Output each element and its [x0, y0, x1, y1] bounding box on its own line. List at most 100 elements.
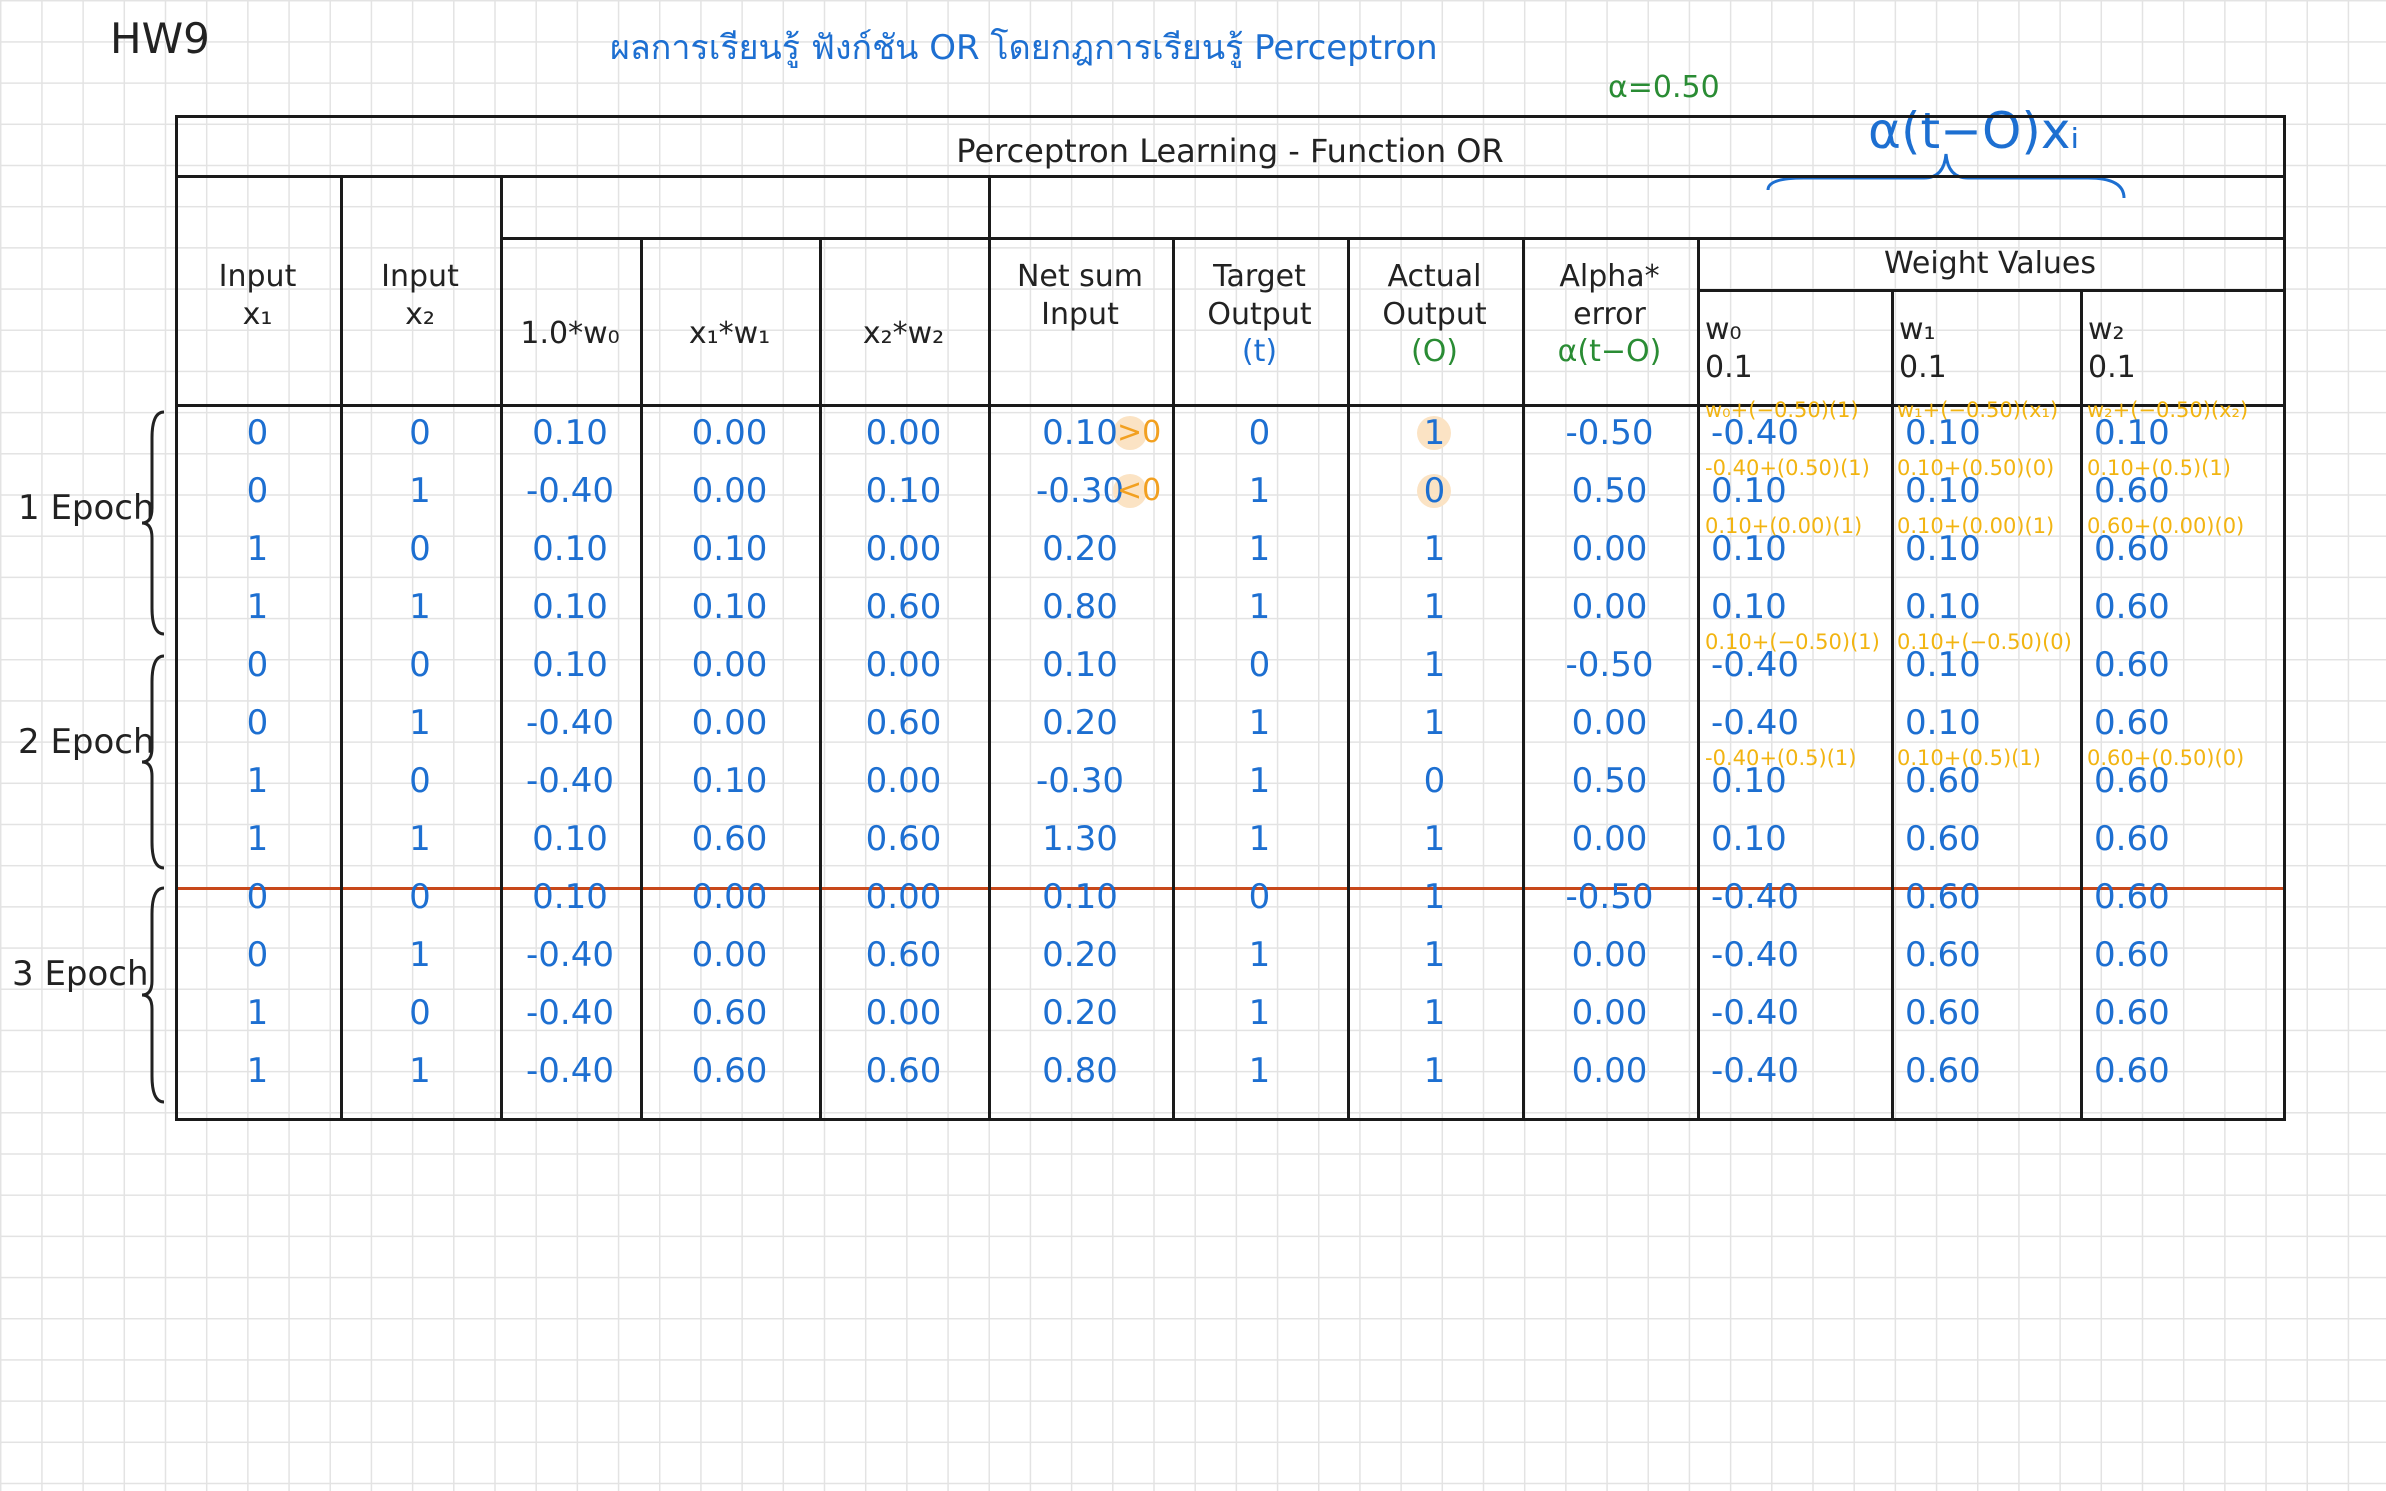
- cell-p2: 0.00: [865, 761, 942, 801]
- header-bottom-border: [175, 404, 2285, 407]
- cell-p2: 0.00: [865, 413, 942, 453]
- cell-w2: 0.60: [2094, 993, 2170, 1033]
- cell-p0: 0.10: [532, 877, 608, 917]
- table-row: 0 0 0.10 0.00 0.00 0.10 0 1 -0.50 -0.40 0.10 0.60 0.…: [175, 630, 2285, 694]
- cell-p0: -0.40: [526, 761, 614, 801]
- cell-o: 1: [1423, 935, 1446, 975]
- cell-x1: 0: [246, 645, 269, 685]
- cell-w2: 0.60: [2094, 935, 2170, 975]
- col-border-10: [1891, 289, 1894, 1121]
- cell-w1: 0.10: [1905, 703, 1981, 743]
- col-border-0: [175, 115, 178, 1121]
- cell-p2: 0.10: [865, 471, 942, 511]
- epoch-label-1: 1 Epoch: [18, 488, 155, 528]
- cell-w2: 0.60: [2094, 703, 2170, 743]
- table-row: 1 1 0.10 0.10 0.60 0.80 1 1 0.00 0.10 0.10 0.60: [175, 578, 2285, 636]
- cell-w2: 0.10: [2094, 413, 2170, 453]
- cell-x2: 1: [409, 819, 431, 859]
- cell-err: 0.00: [1571, 1051, 1648, 1091]
- weight-calc-note: 0.60+(0.00)(0): [2087, 514, 2245, 538]
- weight-calc-note: -0.40+(0.50)(1): [1705, 456, 1870, 480]
- cell-net: 0.80: [1042, 1051, 1118, 1091]
- cell-o: 1: [1423, 819, 1446, 859]
- cell-p2: 0.60: [865, 819, 942, 859]
- cell-p2: 0.00: [865, 529, 942, 569]
- col-border-5: [988, 175, 991, 1121]
- col-border-4: [819, 237, 822, 1121]
- formula-brace-icon: [1766, 153, 2126, 199]
- actual-output-highlight: [1417, 416, 1451, 450]
- cell-err: 0.50: [1571, 471, 1648, 511]
- cell-net: 0.20: [1042, 935, 1118, 975]
- cell-p1: 0.10: [691, 761, 768, 801]
- cell-p0: 0.10: [532, 529, 608, 569]
- weight-calc-note: 0.10+(0.5)(1): [1897, 746, 2041, 770]
- cell-x1: 0: [246, 877, 269, 917]
- cell-p1: 0.10: [691, 529, 768, 569]
- header-input-x1: Input x₁: [218, 259, 297, 332]
- col-border-1: [340, 175, 343, 1121]
- cell-p1: 0.00: [691, 471, 768, 511]
- cell-w1: 0.60: [1905, 819, 1981, 859]
- weight-update-formula: α(t−O)xᵢ: [1868, 102, 2080, 160]
- cell-t: 0: [1248, 413, 1271, 453]
- cell-w1: 0.10: [1905, 529, 1981, 569]
- cell-w1: 0.60: [1905, 935, 1981, 975]
- cell-p0: 0.10: [532, 819, 608, 859]
- cell-w2: 0.60: [2094, 529, 2170, 569]
- cell-p1: 0.60: [691, 993, 768, 1033]
- cell-t: 1: [1248, 703, 1271, 743]
- cell-net: 1.30: [1042, 819, 1118, 859]
- cell-p2: 0.60: [865, 935, 942, 975]
- header-net-sum: Net sum Input: [1016, 259, 1144, 332]
- cell-p2: 0.60: [865, 587, 942, 627]
- col-border-3: [640, 237, 643, 1121]
- cell-w1: 0.10: [1905, 587, 1981, 627]
- bias-group-divider: [500, 237, 988, 240]
- actual-output-highlight: [1417, 474, 1451, 508]
- cell-p1: 0.60: [691, 1051, 768, 1091]
- cell-err: -0.50: [1565, 413, 1654, 453]
- cell-x2: 1: [409, 1051, 431, 1091]
- cell-w0: -0.40: [1711, 993, 1799, 1033]
- cell-net: 0.20: [1042, 993, 1118, 1033]
- cell-x1: 0: [246, 471, 269, 511]
- cell-p0: -0.40: [526, 703, 614, 743]
- net-sum-highlight: [1113, 416, 1147, 450]
- cell-t: 1: [1248, 529, 1271, 569]
- net-sum-highlight: [1113, 474, 1147, 508]
- header-w1: w₁ 0.1: [1899, 312, 1947, 385]
- cell-p0: -0.40: [526, 993, 614, 1033]
- weights-group-divider: [1697, 289, 2283, 292]
- header-w2: w₂ 0.1: [2088, 312, 2136, 385]
- header-alpha-error: Alpha* error α(t−O): [1557, 259, 1662, 369]
- col-border-7: [1347, 237, 1350, 1121]
- cell-x1: 1: [246, 761, 269, 801]
- cell-x2: 0: [409, 877, 431, 917]
- weight-calc-note: w₂+(−0.50)(x₂): [2087, 398, 2249, 422]
- table-row: 0 1 -0.40 0.00 0.10 -0.30 1 0 0.50 0.10 0.10 0.60 -0…: [175, 456, 2285, 520]
- weight-calc-note: -0.40+(0.5)(1): [1705, 746, 1857, 770]
- cell-x2: 0: [409, 993, 431, 1033]
- cell-w2: 0.60: [2094, 645, 2170, 685]
- cell-err: 0.50: [1571, 761, 1648, 801]
- table-row: 0 0 0.10 0.00 0.00 0.10 0 1 -0.50 -0.40 0.60 0.60: [175, 868, 2285, 926]
- cell-t: 1: [1248, 993, 1271, 1033]
- cell-w0: 0.10: [1711, 761, 1787, 801]
- table-row: 1 0 -0.40 0.60 0.00 0.20 1 1 0.00 -0.40 0.60 0.60: [175, 984, 2285, 1042]
- col-border-2: [500, 175, 503, 1121]
- table-row: 0 1 -0.40 0.00 0.60 0.20 1 1 0.00 -0.40 0.60 0.60: [175, 926, 2285, 984]
- page-subtitle: ผลการเรียนรู้ ฟังก์ชัน OR โดยกฎการเรียนร…: [610, 28, 1438, 68]
- table-title: Perceptron Learning - Function OR: [956, 132, 1504, 170]
- threshold-comparison: <0: [1117, 473, 1162, 508]
- cell-p0: -0.40: [526, 1051, 614, 1091]
- title-divider: [175, 175, 2285, 178]
- cell-o: 1: [1423, 413, 1446, 453]
- cell-t: 1: [1248, 935, 1271, 975]
- table-row: 1 1 0.10 0.60 0.60 1.30 1 1 0.00 0.10 0.60 0.60: [175, 810, 2285, 868]
- epoch-brace-icon: [141, 410, 165, 636]
- cell-x1: 1: [246, 1051, 269, 1091]
- cell-net: 0.20: [1042, 529, 1118, 569]
- cell-w0: 0.10: [1711, 819, 1787, 859]
- header-bias-product: 1.0*w₀: [520, 316, 620, 351]
